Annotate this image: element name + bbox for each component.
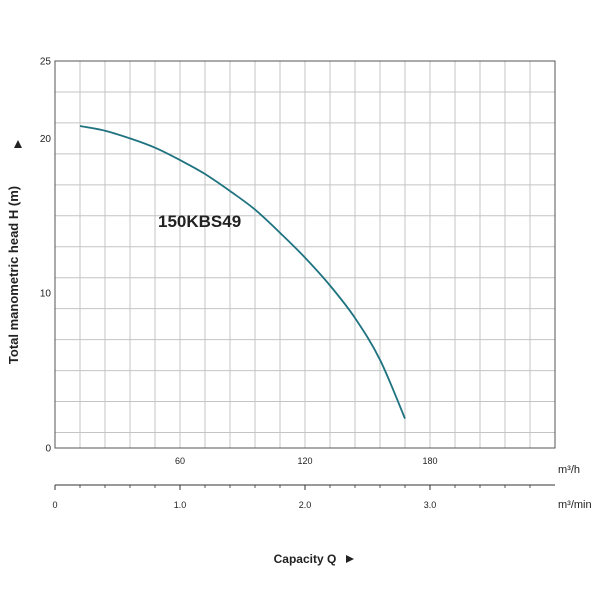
x-tick-label: 180	[422, 456, 437, 466]
x-unit-secondary: m³/min	[558, 499, 592, 511]
y-axis-label-group: Total manometric head H (m)	[6, 186, 21, 364]
x2-tick-label: 3.0	[424, 500, 437, 510]
y-tick-label: 10	[40, 289, 52, 300]
x-tick-label: 60	[175, 456, 185, 466]
y-axis-ticks: 0 10 20 25	[40, 57, 52, 455]
y-tick-label: 25	[40, 57, 52, 68]
x-axis-primary-ticks: 60 120 180	[175, 456, 438, 466]
plot-frame	[54, 60, 556, 449]
x-unit-primary: m³/h	[558, 464, 580, 476]
y-tick-label: 20	[40, 134, 52, 145]
x-axis-arrow-icon	[346, 555, 354, 563]
x2-tick-label: 0	[52, 500, 57, 510]
grid	[55, 61, 555, 448]
y-axis-arrow-icon	[14, 140, 22, 148]
series-line	[79, 125, 406, 419]
series-label: 150KBS49	[158, 212, 241, 231]
x2-tick-label: 2.0	[299, 500, 312, 510]
series-layer	[79, 125, 406, 419]
x2-tick-label: 1.0	[174, 500, 187, 510]
y-axis-label: Total manometric head H (m)	[6, 186, 21, 364]
y-tick-label: 0	[45, 444, 51, 455]
x-axis-secondary: 0 1.0 2.0 3.0	[52, 484, 555, 510]
x-tick-label: 120	[297, 456, 312, 466]
x-axis-label: Capacity Q	[274, 552, 337, 566]
